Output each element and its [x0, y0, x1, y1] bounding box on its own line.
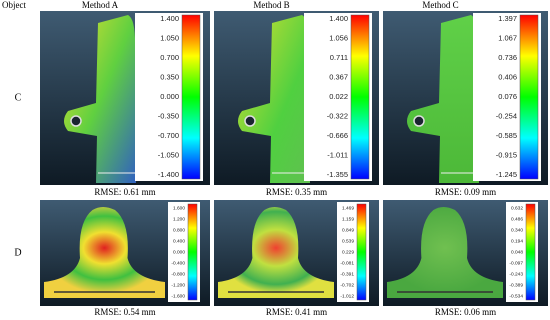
colorbar-tick-label: 0.632	[511, 205, 523, 211]
rmse-caption: RMSE: 0.61 mm	[94, 187, 155, 197]
colorbar-tick-label: 0.350	[160, 72, 179, 81]
colorbar-tick-label: -0.350	[158, 111, 179, 120]
colorbar-tick-label: -0.254	[496, 111, 517, 120]
colorbar-tick-label: -1.011	[327, 150, 348, 159]
colorbar-tick-label: -0.585	[496, 131, 517, 140]
colorbar-tick-label: 0.849	[342, 227, 354, 233]
colorbar-tick-label: 1.159	[342, 216, 354, 222]
colorbar-tick-label: 0.340	[511, 227, 523, 233]
colorbar-tick-label: -0.391	[340, 271, 354, 277]
colorbar-tick-label: -1.355	[327, 170, 348, 179]
colorbar-tick-label: 0.539	[342, 238, 354, 244]
colorbar-tick-label: 1.400	[160, 14, 179, 23]
colorbar-tick-label: 0.229	[342, 249, 354, 255]
part-hole	[244, 115, 256, 127]
rmse-caption: RMSE: 0.06 mm	[435, 307, 496, 317]
colorbar-tick-label: -1.245	[496, 170, 517, 179]
colorbar-tick-label: 1.067	[498, 33, 517, 42]
colorbar	[350, 14, 370, 180]
colorbar-tick-label: -0.322	[327, 111, 348, 120]
colorbar-tick-label: -0.666	[327, 131, 348, 140]
colorbar-tick-label: -0.243	[509, 271, 523, 277]
colorbar-tick-label: -0.702	[340, 282, 354, 288]
panel: 0.632 0.486 0.340 0.194 0.048 -0.097 -0.243 -0.…	[383, 200, 548, 306]
colorbar-tick-label: -0.700	[158, 131, 179, 140]
rmse-caption: RMSE: 0.54 mm	[94, 307, 155, 317]
row-label: D	[14, 247, 21, 258]
colorbar-tick-label: 0.800	[173, 227, 185, 233]
colorbar-tick-label: -0.400	[171, 260, 185, 266]
panel: 1.397 1.067 0.736 0.406 0.076 -0.254 -0.585 -0.…	[383, 11, 548, 185]
rmse-caption: RMSE: 0.35 mm	[266, 187, 327, 197]
colorbar-tick-label: -0.800	[171, 271, 185, 277]
part-hole	[413, 115, 425, 127]
colorbar-tick-label: 1.397	[498, 14, 517, 23]
part-surface	[218, 207, 334, 298]
column-header: Method C	[422, 0, 458, 10]
colorbar-tick-label: 0.486	[511, 216, 523, 222]
colorbar-tick-label: -1.400	[158, 170, 179, 179]
colorbar	[519, 14, 539, 180]
column-header: Method B	[253, 0, 289, 10]
row-label: C	[15, 92, 22, 103]
colorbar	[356, 203, 367, 301]
colorbar-tick-label: 0.700	[160, 53, 179, 62]
colorbar-tick-label: 0.000	[160, 92, 179, 101]
part-surface	[64, 15, 136, 183]
colorbar-tick-label: 1.400	[329, 14, 348, 23]
panel: 1.469 1.159 0.849 0.539 0.229 -0.081 -0.391 -0.…	[214, 200, 379, 306]
rmse-caption: RMSE: 0.09 mm	[435, 187, 496, 197]
colorbar-tick-label: 1.600	[173, 205, 185, 211]
colorbar-tick-label: -0.389	[509, 282, 523, 288]
colorbar-tick-label: 0.194	[511, 238, 523, 244]
panel: 1.400 1.056 0.711 0.367 0.022 -0.322 -0.666 -1.…	[214, 11, 379, 185]
panel: 1.600 1.200 0.800 0.400 0.000 -0.400 -0.800 -1.…	[40, 200, 210, 306]
part-surface	[44, 207, 165, 298]
colorbar-tick-label: 0.400	[173, 238, 185, 244]
colorbar-tick-label: 0.048	[511, 249, 523, 255]
corner-label: Object	[2, 0, 26, 10]
colorbar	[181, 14, 201, 180]
colorbar-tick-label: -0.081	[340, 260, 354, 266]
colorbar-tick-label: -1.012	[340, 293, 354, 299]
rmse-caption: RMSE: 0.41 mm	[266, 307, 327, 317]
colorbar	[187, 203, 198, 301]
colorbar-tick-label: 0.076	[498, 92, 517, 101]
colorbar-tick-label: 0.736	[498, 53, 517, 62]
colorbar	[525, 203, 536, 301]
colorbar-tick-label: 0.367	[329, 72, 348, 81]
colorbar-tick-label: 0.022	[329, 92, 348, 101]
colorbar-tick-label: 1.050	[160, 33, 179, 42]
part-surface	[238, 15, 310, 183]
part-surface	[407, 15, 479, 183]
colorbar-tick-label: 1.469	[342, 205, 354, 211]
colorbar-tick-label: 0.000	[173, 249, 185, 255]
colorbar-tick-label: 1.056	[329, 33, 348, 42]
colorbar-tick-label: 0.406	[498, 72, 517, 81]
colorbar-tick-label: -1.600	[171, 293, 185, 299]
panel: 1.400 1.050 0.700 0.350 0.000 -0.350 -0.700 -1.…	[40, 11, 210, 185]
part-hole	[70, 115, 82, 127]
column-header: Method A	[82, 0, 119, 10]
colorbar-tick-label: -0.915	[496, 150, 517, 159]
colorbar-tick-label: 1.200	[173, 216, 185, 222]
colorbar-tick-label: -1.050	[158, 150, 179, 159]
colorbar-tick-label: 0.711	[330, 53, 348, 62]
colorbar-tick-label: -0.097	[509, 260, 523, 266]
part-surface	[387, 207, 503, 298]
colorbar-tick-label: -1.200	[171, 282, 185, 288]
colorbar-tick-label: -0.534	[509, 293, 523, 299]
